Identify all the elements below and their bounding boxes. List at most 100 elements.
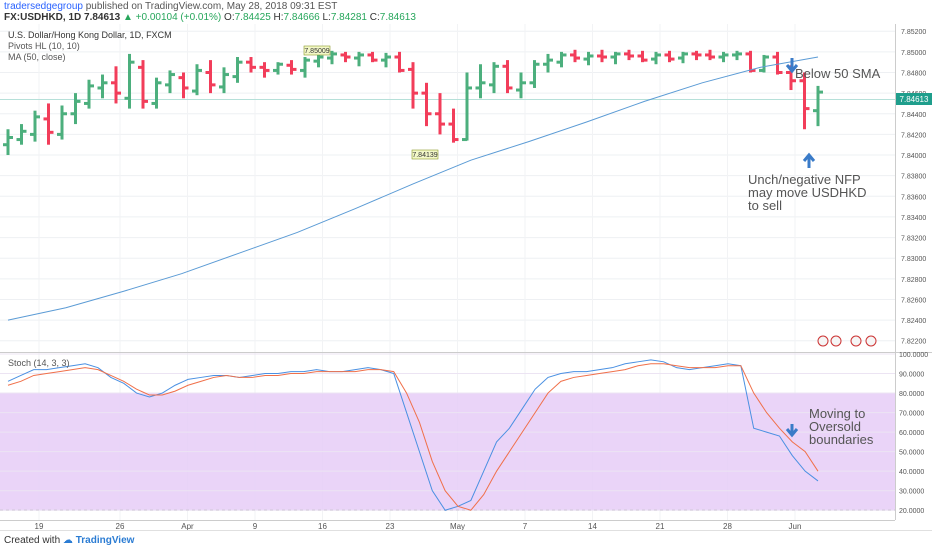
bar-range xyxy=(452,108,455,143)
ohlc-bar xyxy=(759,54,769,73)
current-price-tag-text: 7.84613 xyxy=(900,95,929,104)
bar-close-tick xyxy=(521,81,526,85)
bar-open-tick xyxy=(57,132,62,136)
bar-open-tick xyxy=(3,143,8,147)
ohlc-bar xyxy=(340,51,351,63)
bar-range xyxy=(128,53,131,109)
bar-range xyxy=(276,62,280,75)
tradingview-cloud-icon: ☁ xyxy=(62,535,73,546)
pivot-low-marker: 7.84139 xyxy=(411,149,439,160)
price-tick-label: 7.84000 xyxy=(901,153,926,160)
pivots-legend[interactable]: Pivots HL (10, 10) xyxy=(8,41,80,51)
bar-close-tick xyxy=(224,73,229,77)
bar-open-tick xyxy=(30,132,35,136)
time-tick-label: May xyxy=(450,522,465,530)
bar-open-tick xyxy=(97,86,103,90)
ohlc-bar xyxy=(30,110,40,142)
economic-events-icons[interactable] xyxy=(817,335,877,347)
pivot-high-marker: 7.85009 xyxy=(303,45,331,56)
stoch-legend[interactable]: Stoch (14, 3, 3) xyxy=(8,358,70,368)
stoch-axis[interactable]: 100.0000 90.0000 80.0000 70.0000 60.0000 50.0… xyxy=(899,352,928,515)
nfp-note-line1: Unch/negative NFP xyxy=(748,172,861,187)
ohlc-bar xyxy=(408,62,418,109)
time-tick-label: 19 xyxy=(35,522,44,530)
publish-line: tradersedgegroup published on TradingVie… xyxy=(4,1,337,12)
bar-open-tick xyxy=(475,86,481,90)
ohlc-bar xyxy=(354,51,364,67)
chart-canvas[interactable]: 7.85009 7.84139 U.S. Dollar/Hong Kong Do… xyxy=(0,24,932,530)
price-pane[interactable] xyxy=(0,24,895,349)
ohlc-bar xyxy=(178,72,189,99)
bar-close-tick xyxy=(75,99,81,103)
bar-close-tick xyxy=(237,60,243,64)
stoch-grid xyxy=(0,353,895,511)
bar-range xyxy=(6,129,10,156)
bar-close-tick xyxy=(62,112,67,116)
bar-open-tick xyxy=(543,62,548,66)
bar-range xyxy=(87,79,91,109)
ohlc-bar xyxy=(745,50,756,73)
stoch-tick-label: 40.0000 xyxy=(899,469,924,476)
ohlc-bar xyxy=(529,60,540,88)
close-value: 7.84613 xyxy=(379,12,416,23)
bar-close-tick xyxy=(318,55,324,59)
bar-close-tick xyxy=(345,55,351,59)
ohlc-bar xyxy=(246,57,256,73)
time-tick-label: 21 xyxy=(656,522,665,530)
bar-open-tick xyxy=(43,117,49,121)
bar-open-tick xyxy=(759,68,764,72)
bar-open-tick xyxy=(556,60,562,64)
time-tick-label: 23 xyxy=(386,522,395,530)
bar-range xyxy=(519,72,523,99)
bar-range xyxy=(371,51,374,63)
bar-range xyxy=(33,110,37,142)
bar-range xyxy=(465,72,469,141)
bar-open-tick xyxy=(745,52,751,56)
bar-close-tick xyxy=(170,73,175,77)
bar-close-tick xyxy=(561,53,567,57)
ohlc-bar xyxy=(313,53,324,68)
bar-range xyxy=(20,124,23,145)
ohlc-bar xyxy=(205,60,216,94)
price-axis[interactable]: 7.852007.850007.848007.846007.844007.842… xyxy=(901,29,926,346)
bar-close-tick xyxy=(534,62,540,66)
bar-close-tick xyxy=(615,52,621,56)
bar-close-tick xyxy=(210,83,216,87)
bar-close-tick xyxy=(48,130,54,134)
price-tick-label: 7.84200 xyxy=(901,132,926,139)
price-change: +0.00104 (+0.01%) xyxy=(135,12,222,23)
bar-open-tick xyxy=(300,68,305,72)
ohlc-bar xyxy=(732,50,742,61)
ma-legend[interactable]: MA (50, close) xyxy=(8,52,66,62)
time-axis[interactable]: 19 26 Apr 9 16 23 May 7 14 21 28 Jun xyxy=(35,522,802,530)
bar-open-tick xyxy=(381,58,386,62)
ohlc-bar xyxy=(813,85,823,127)
bar-close-tick xyxy=(602,55,607,59)
bar-open-tick xyxy=(84,101,89,105)
bar-open-tick xyxy=(178,76,184,80)
bar-close-tick xyxy=(305,58,310,62)
ohlc-bar xyxy=(556,51,567,68)
bar-open-tick xyxy=(232,75,238,79)
bar-open-tick xyxy=(597,54,602,58)
ohlc-bar xyxy=(637,50,648,63)
bar-close-tick xyxy=(723,53,729,57)
ohlc-bar xyxy=(516,72,526,99)
ohlc-bar xyxy=(327,50,337,65)
ohlc-bar xyxy=(138,60,148,109)
oversold-note-line2: Oversold xyxy=(809,419,861,434)
bar-open-tick xyxy=(502,64,508,68)
nfp-note-line3: to sell xyxy=(748,198,782,213)
time-tick-label: Apr xyxy=(181,522,194,530)
bar-close-tick xyxy=(804,107,810,111)
bar-open-tick xyxy=(313,59,319,63)
bar-close-tick xyxy=(764,55,769,59)
bar-close-tick xyxy=(629,54,634,58)
bar-range xyxy=(114,66,118,104)
up-arrow-icon xyxy=(802,152,816,168)
bar-range xyxy=(492,62,496,94)
author-link[interactable]: tradersedgegroup xyxy=(4,1,83,12)
tradingview-brand[interactable]: TradingView xyxy=(75,535,135,546)
ohlc-bar xyxy=(543,53,553,73)
ohlc-bar xyxy=(583,51,594,66)
